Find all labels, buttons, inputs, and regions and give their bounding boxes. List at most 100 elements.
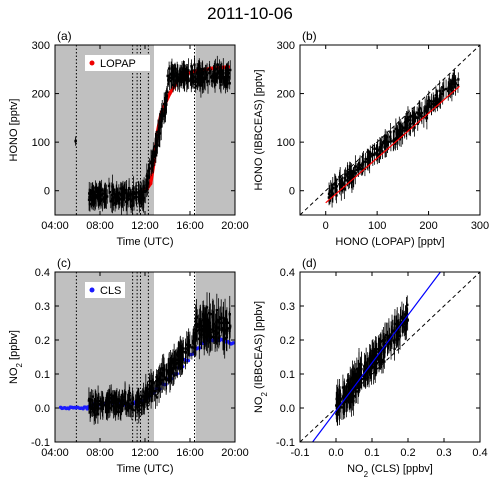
data-point bbox=[349, 169, 352, 173]
data-point bbox=[194, 345, 197, 348]
data-point bbox=[225, 69, 229, 73]
data-point bbox=[198, 320, 202, 323]
data-point bbox=[97, 402, 101, 406]
data-point bbox=[402, 317, 405, 320]
data-point bbox=[91, 395, 95, 398]
data-point bbox=[393, 322, 397, 326]
data-point bbox=[158, 377, 161, 380]
plot-frame bbox=[299, 44, 481, 216]
data-point bbox=[437, 101, 440, 104]
data-point bbox=[93, 408, 96, 411]
data-point bbox=[368, 159, 372, 162]
data-point bbox=[204, 319, 207, 323]
data-point bbox=[185, 76, 188, 79]
data-point bbox=[335, 404, 338, 407]
data-point bbox=[377, 348, 380, 351]
data-point bbox=[209, 331, 212, 334]
data-point bbox=[212, 326, 215, 329]
data-point bbox=[179, 361, 182, 364]
data-point bbox=[416, 116, 419, 119]
data-point bbox=[157, 380, 160, 383]
data-point bbox=[205, 325, 208, 328]
data-point bbox=[177, 354, 180, 358]
data-point bbox=[452, 79, 456, 82]
data-point bbox=[137, 396, 140, 400]
plot-area-c bbox=[55, 272, 235, 442]
data-point bbox=[373, 355, 377, 359]
data-point bbox=[103, 189, 107, 192]
data-point bbox=[397, 129, 401, 132]
data-point bbox=[358, 377, 361, 380]
data-point bbox=[100, 400, 103, 403]
data-point bbox=[147, 169, 150, 172]
data-point bbox=[428, 99, 431, 103]
y-tick-label: -0.1 bbox=[31, 437, 50, 449]
data-point bbox=[138, 408, 141, 411]
data-point bbox=[331, 187, 334, 190]
data-point bbox=[401, 126, 405, 129]
data-point bbox=[386, 141, 389, 144]
data-point bbox=[454, 82, 457, 85]
data-point bbox=[134, 404, 138, 408]
data-point bbox=[350, 398, 353, 401]
data-point bbox=[149, 380, 153, 383]
data-point bbox=[123, 392, 127, 395]
data-point bbox=[405, 127, 408, 130]
data-point bbox=[90, 196, 94, 200]
y-tick-label: 0.2 bbox=[280, 335, 295, 347]
data-point bbox=[383, 346, 387, 349]
data-point bbox=[151, 388, 154, 392]
data-point bbox=[346, 379, 349, 383]
data-point bbox=[128, 391, 131, 395]
data-point bbox=[101, 401, 104, 405]
data-point bbox=[122, 402, 126, 406]
data-point bbox=[196, 72, 200, 76]
data-point bbox=[205, 73, 209, 76]
data-point bbox=[347, 390, 350, 394]
data-point bbox=[179, 73, 183, 77]
data-point bbox=[155, 384, 158, 388]
data-point bbox=[381, 150, 384, 153]
y-tick-label: 300 bbox=[32, 40, 50, 52]
data-point bbox=[110, 198, 114, 202]
data-point bbox=[381, 340, 384, 343]
x-tick-label: 12:00 bbox=[131, 220, 159, 232]
data-point bbox=[353, 382, 357, 385]
data-point bbox=[165, 94, 169, 98]
data-point bbox=[143, 401, 146, 405]
data-point bbox=[201, 312, 204, 316]
data-point bbox=[215, 73, 218, 77]
x-tick-label: 100 bbox=[368, 220, 386, 232]
data-point bbox=[174, 74, 177, 77]
data-point bbox=[176, 73, 179, 76]
data-point bbox=[87, 399, 91, 402]
y-tick-label: 0 bbox=[44, 186, 50, 198]
panel-label: (c) bbox=[57, 256, 71, 270]
data-point bbox=[105, 401, 109, 404]
data-point bbox=[142, 184, 145, 188]
data-point bbox=[351, 377, 355, 381]
data-point bbox=[441, 92, 444, 96]
data-point bbox=[451, 82, 455, 85]
x-tick-label: 0.2 bbox=[400, 447, 415, 459]
data-point bbox=[115, 398, 119, 402]
y-tick-label: 0.0 bbox=[280, 403, 295, 415]
data-point bbox=[198, 337, 201, 340]
data-point bbox=[108, 406, 112, 410]
data-point bbox=[330, 195, 334, 198]
data-point bbox=[229, 68, 232, 72]
x-tick-label: 0.3 bbox=[436, 447, 451, 459]
panel-d: -0.1 0.0 0.1 0.2 0.3 0.4 -0.1 0.0 0.1 0.2 0.3 0.4 NO… bbox=[253, 256, 488, 479]
data-point bbox=[158, 126, 161, 130]
data-point bbox=[352, 394, 356, 398]
data-point bbox=[114, 197, 118, 200]
data-point bbox=[115, 403, 118, 407]
data-point bbox=[442, 88, 446, 91]
data-point bbox=[89, 407, 92, 410]
data-point bbox=[404, 322, 407, 326]
data-point bbox=[160, 113, 163, 117]
data-point bbox=[413, 126, 416, 129]
data-point bbox=[395, 132, 398, 135]
data-point bbox=[358, 373, 362, 377]
data-point bbox=[210, 328, 214, 331]
